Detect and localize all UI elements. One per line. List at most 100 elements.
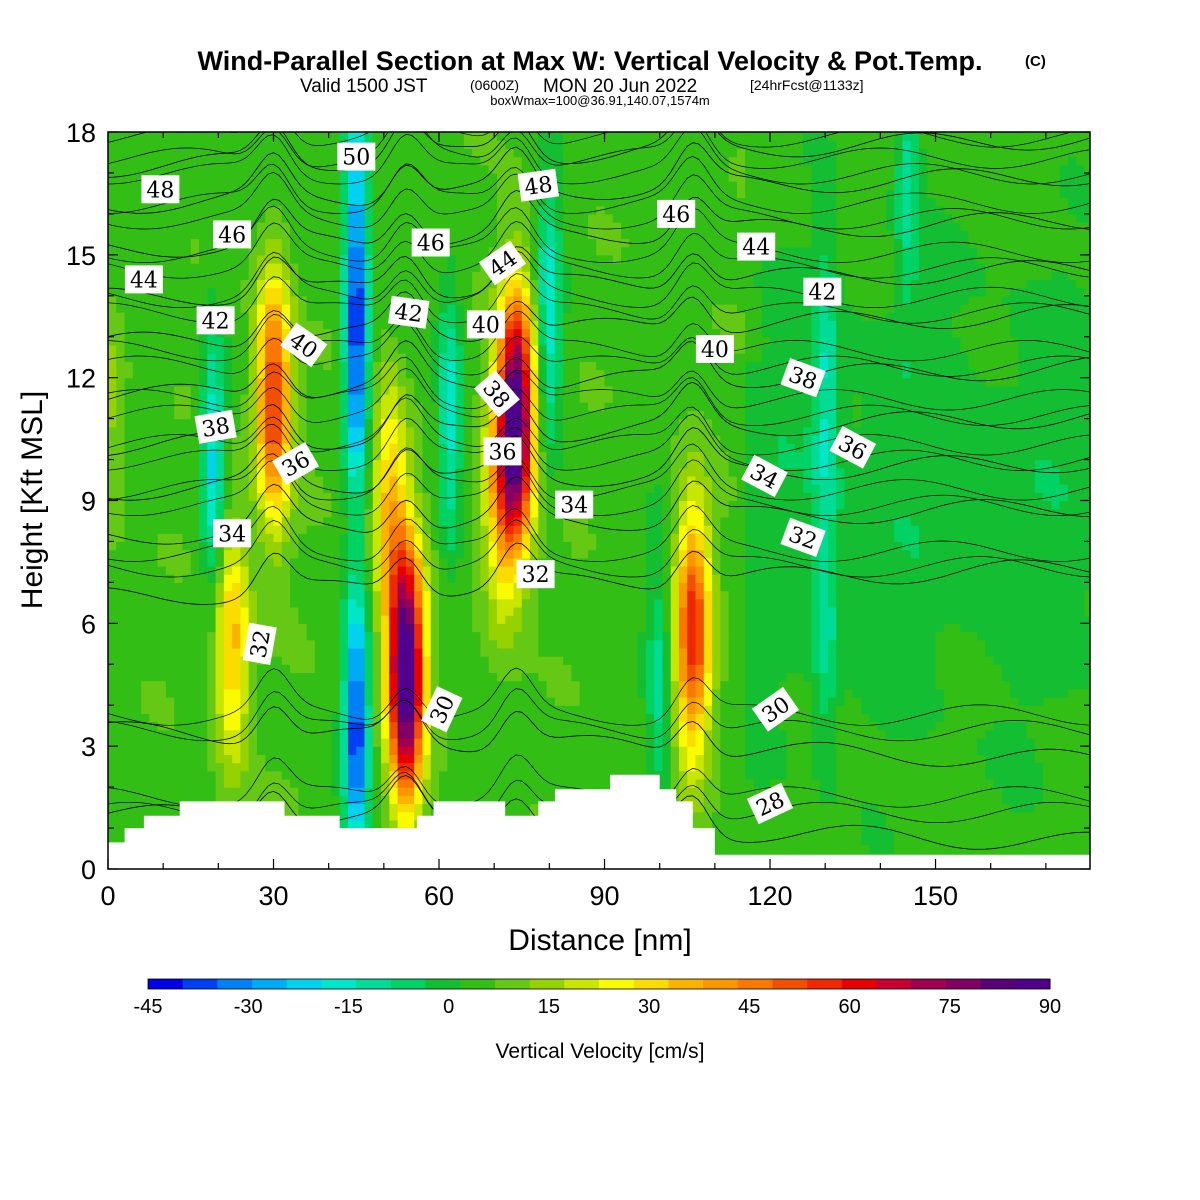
velocity-cell (530, 222, 539, 231)
velocity-cell (141, 664, 150, 674)
velocity-cell (472, 213, 481, 223)
velocity-cell (265, 344, 275, 354)
velocity-cell (281, 156, 291, 166)
velocity-cell (372, 320, 382, 330)
velocity-cell (447, 385, 457, 395)
velocity-cell (124, 737, 134, 747)
velocity-cell (397, 246, 407, 256)
velocity-cell (439, 795, 448, 805)
velocity-cell (331, 729, 341, 739)
velocity-cell (149, 508, 159, 518)
velocity-cell (414, 647, 424, 657)
velocity-cell (132, 639, 142, 649)
velocity-cell (389, 688, 399, 698)
velocity-cell (347, 189, 357, 199)
velocity-cell (265, 148, 275, 158)
velocity-cell (364, 516, 374, 526)
velocity-cell (381, 803, 390, 813)
velocity-cell (538, 516, 548, 526)
velocity-cell (290, 197, 299, 207)
velocity-cell (265, 582, 275, 592)
velocity-cell (281, 484, 291, 493)
velocity-cell (256, 246, 266, 256)
velocity-cell (405, 803, 415, 813)
velocity-cell (174, 762, 184, 772)
velocity-cell (513, 688, 523, 698)
velocity-cell (447, 623, 457, 633)
velocity-cell (207, 205, 217, 215)
velocity-cell (447, 369, 457, 379)
velocity-cell (116, 623, 126, 633)
velocity-cell (331, 549, 341, 559)
velocity-cell (447, 148, 457, 158)
velocity-cell (190, 287, 200, 297)
velocity-cell (347, 369, 357, 379)
velocity-cell (199, 508, 208, 518)
velocity-cell (381, 811, 390, 821)
velocity-cell (108, 492, 117, 502)
velocity-cell (108, 836, 117, 846)
velocity-cell (314, 574, 324, 583)
velocity-cell (314, 500, 324, 510)
velocity-cell (389, 205, 399, 215)
velocity-cell (232, 492, 242, 502)
velocity-cell (364, 213, 374, 223)
velocity-cell (472, 140, 481, 149)
velocity-cell (199, 254, 208, 264)
velocity-cell (356, 263, 366, 272)
velocity-cell (149, 762, 159, 772)
velocity-cell (447, 729, 457, 739)
velocity-cell (190, 230, 200, 240)
velocity-cell (439, 140, 448, 149)
velocity-cell (397, 213, 407, 223)
velocity-cell (248, 353, 258, 362)
velocity-cell (174, 279, 184, 289)
velocity-cell (488, 606, 498, 616)
velocity-cell (405, 467, 415, 477)
velocity-cell (232, 590, 242, 600)
velocity-cell (488, 303, 498, 313)
velocity-cell (256, 566, 266, 575)
velocity-cell (331, 164, 341, 174)
velocity-cell (430, 205, 440, 215)
velocity-cell (397, 508, 407, 518)
velocity-cell (397, 770, 407, 780)
velocity-cell (174, 164, 184, 174)
velocity-cell (182, 148, 192, 158)
velocity-cell (347, 508, 357, 518)
velocity-cell (347, 533, 357, 543)
velocity-cell (265, 164, 275, 174)
velocity-cell (389, 394, 399, 403)
velocity-cell (364, 533, 374, 543)
velocity-cell (331, 402, 341, 412)
velocity-cell (530, 271, 539, 280)
velocity-cell (256, 672, 266, 682)
velocity-cell (265, 606, 275, 616)
velocity-cell (447, 246, 457, 256)
velocity-cell (439, 271, 448, 280)
velocity-cell (149, 623, 159, 633)
velocity-cell (281, 508, 291, 518)
velocity-cell (439, 778, 448, 788)
velocity-cell (157, 598, 167, 608)
velocity-cell (182, 336, 192, 346)
velocity-cell (314, 320, 324, 330)
velocity-cell (298, 320, 308, 330)
velocity-cell (339, 205, 349, 215)
velocity-cell (372, 787, 382, 796)
velocity-cell (331, 148, 341, 158)
velocity-cell (174, 549, 184, 559)
velocity-cell (149, 222, 159, 231)
velocity-cell (488, 574, 498, 583)
velocity-cell (463, 721, 473, 731)
velocity-cell (347, 803, 357, 813)
velocity-cell (546, 615, 556, 624)
velocity-cell (124, 140, 134, 149)
velocity-cell (389, 639, 399, 649)
velocity-cell (273, 557, 283, 567)
velocity-cell (223, 295, 233, 305)
velocity-cell (414, 205, 424, 215)
velocity-cell (199, 402, 208, 412)
velocity-cell (381, 295, 390, 305)
velocity-cell (530, 664, 539, 674)
